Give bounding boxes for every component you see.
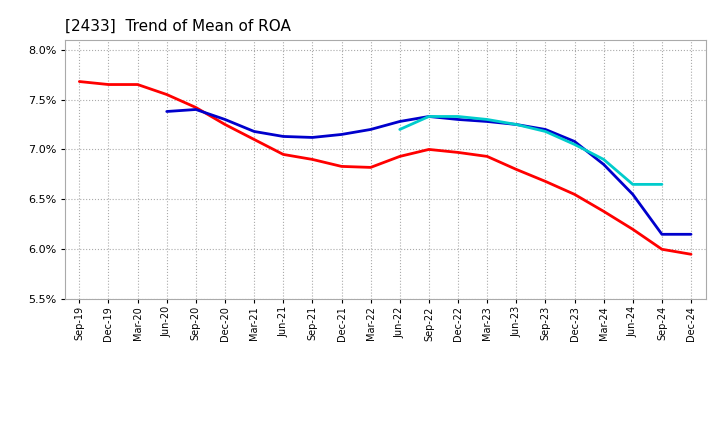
Line: 3 Years: 3 Years (79, 81, 691, 254)
3 Years (687, 252, 696, 257)
3 Years (395, 154, 404, 159)
3 Years (512, 167, 521, 172)
7 Years (599, 157, 608, 162)
5 Years (279, 134, 287, 139)
7 Years (541, 129, 550, 134)
7 Years (425, 114, 433, 119)
7 Years (629, 182, 637, 187)
3 Years (629, 227, 637, 232)
3 Years (192, 105, 200, 110)
7 Years (657, 182, 666, 187)
3 Years (220, 122, 229, 127)
Line: 7 Years: 7 Years (400, 117, 662, 184)
3 Years (366, 165, 375, 170)
5 Years (192, 107, 200, 112)
5 Years (395, 119, 404, 124)
3 Years (599, 209, 608, 214)
5 Years (541, 127, 550, 132)
5 Years (220, 117, 229, 122)
5 Years (657, 231, 666, 237)
5 Years (366, 127, 375, 132)
5 Years (250, 129, 258, 134)
5 Years (629, 192, 637, 197)
7 Years (454, 114, 462, 119)
Text: [2433]  Trend of Mean of ROA: [2433] Trend of Mean of ROA (65, 19, 291, 34)
3 Years (104, 82, 113, 87)
Line: 5 Years: 5 Years (167, 110, 691, 234)
7 Years (395, 127, 404, 132)
3 Years (425, 147, 433, 152)
7 Years (483, 117, 492, 122)
5 Years (483, 119, 492, 124)
3 Years (250, 137, 258, 142)
3 Years (308, 157, 317, 162)
3 Years (483, 154, 492, 159)
5 Years (687, 231, 696, 237)
7 Years (570, 142, 579, 147)
5 Years (599, 162, 608, 167)
3 Years (570, 192, 579, 197)
3 Years (337, 164, 346, 169)
5 Years (512, 122, 521, 127)
5 Years (337, 132, 346, 137)
3 Years (541, 179, 550, 184)
3 Years (454, 150, 462, 155)
5 Years (454, 117, 462, 122)
5 Years (570, 139, 579, 144)
3 Years (75, 79, 84, 84)
7 Years (512, 122, 521, 127)
3 Years (163, 92, 171, 97)
3 Years (133, 82, 142, 87)
3 Years (657, 247, 666, 252)
5 Years (308, 135, 317, 140)
3 Years (279, 152, 287, 157)
5 Years (163, 109, 171, 114)
5 Years (425, 114, 433, 119)
